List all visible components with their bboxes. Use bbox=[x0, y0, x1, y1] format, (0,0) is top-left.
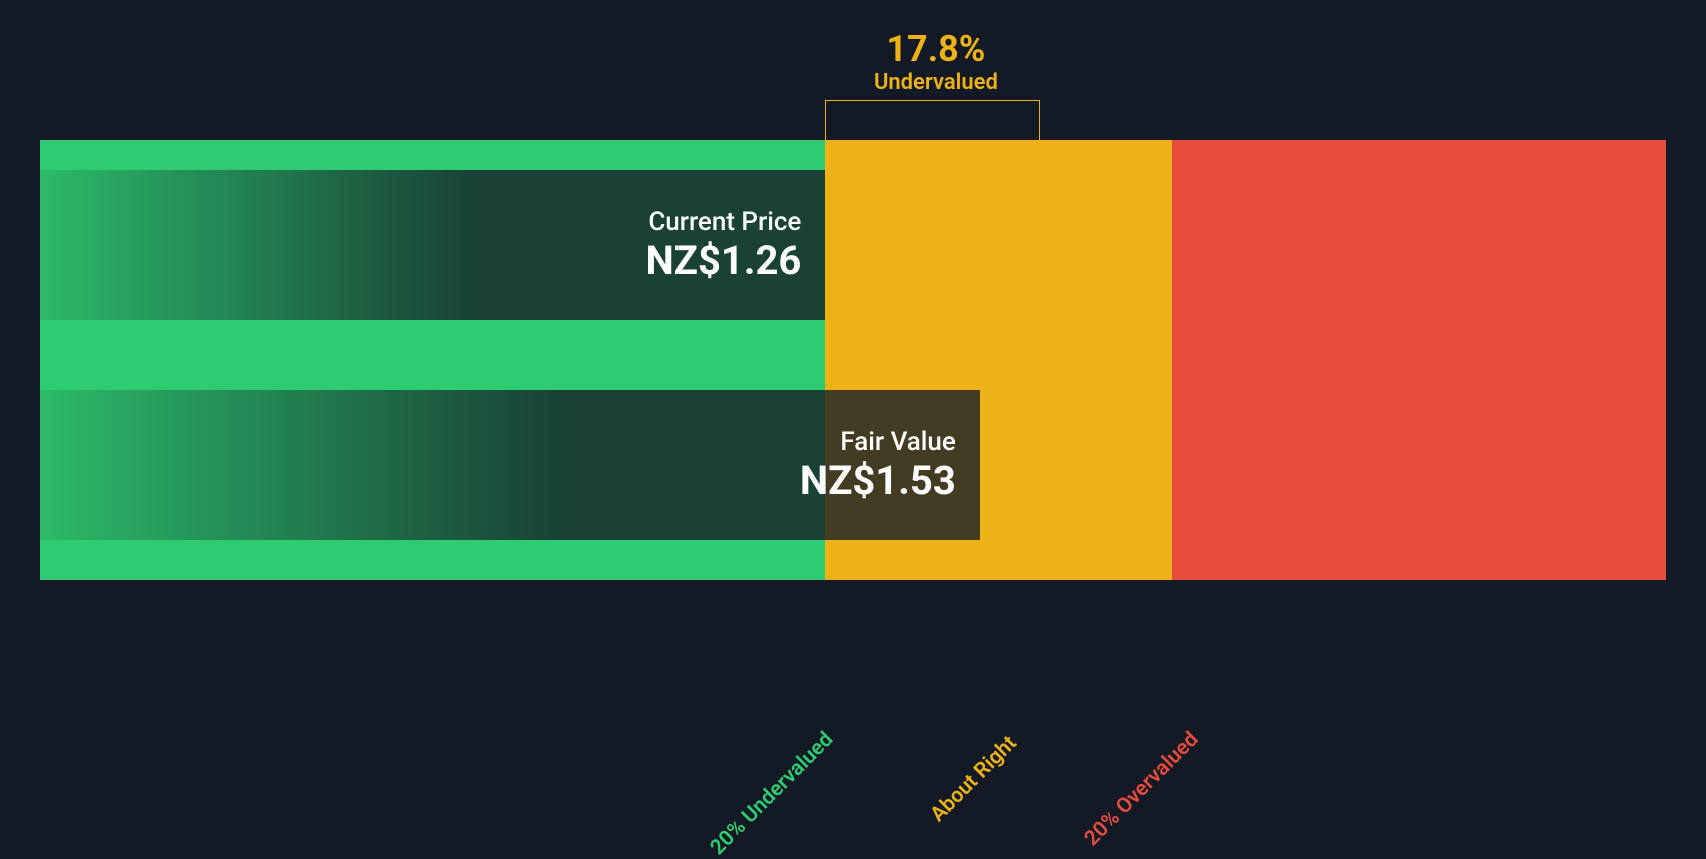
callout-bracket bbox=[825, 100, 1040, 140]
callout-percent: 17.8% bbox=[874, 28, 998, 70]
current-price-value: NZ$1.26 bbox=[645, 237, 801, 284]
axis-label-2: 20% Overvalued bbox=[1080, 728, 1203, 851]
valuation-callout: 17.8%Undervalued bbox=[874, 28, 998, 95]
axis-label-0: 20% Undervalued bbox=[706, 727, 838, 859]
zone-overvalued bbox=[1172, 140, 1666, 580]
axis-label-1: About Right bbox=[926, 731, 1022, 827]
callout-word: Undervalued bbox=[874, 70, 998, 95]
fair-price-label: Fair Value bbox=[840, 427, 955, 457]
valuation-infographic: 17.8%Undervalued Current PriceNZ$1.26 Fair… bbox=[0, 0, 1706, 760]
current-price-bar: Current PriceNZ$1.26 bbox=[40, 170, 825, 320]
fair-price-bar: Fair ValueNZ$1.53 bbox=[40, 390, 980, 540]
current-price-label: Current Price bbox=[648, 207, 801, 237]
fair-price-value: NZ$1.53 bbox=[800, 457, 956, 504]
